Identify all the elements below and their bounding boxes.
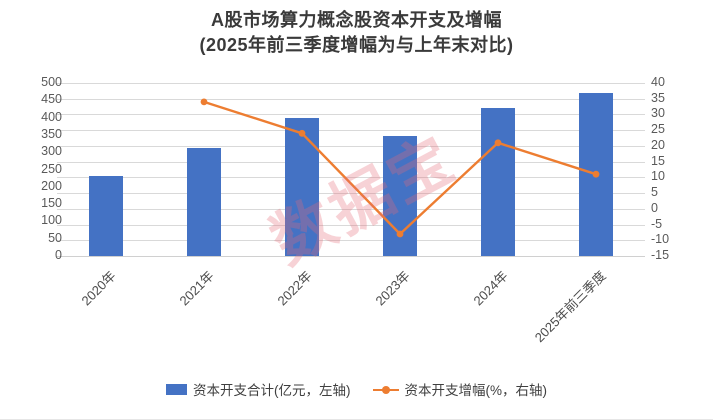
- bar: [481, 107, 515, 256]
- line-marker: [592, 170, 600, 178]
- y-axis-right-tick: 40: [651, 75, 665, 89]
- legend-label-growth: 资本开支增幅(%，右轴): [404, 383, 548, 398]
- gridline: [57, 130, 645, 132]
- y-axis-left-tick: 100: [41, 213, 62, 228]
- y-axis-left-tick: 200: [41, 178, 62, 193]
- line-swatch-icon: [372, 384, 399, 395]
- line-series: [200, 98, 600, 238]
- y-axis-right-tick: -15: [651, 248, 670, 262]
- chart-legend: 资本开支合计(亿元，左轴) 资本开支增幅(%，右轴): [0, 379, 713, 399]
- gridline: [57, 145, 645, 147]
- line-marker: [298, 129, 306, 137]
- y-axis-left-tick: 250: [41, 161, 62, 176]
- gridline: [57, 208, 645, 210]
- bar-swatch-icon: [166, 383, 187, 395]
- y-axis-right-tick: 0: [651, 200, 658, 215]
- gridline: [57, 114, 645, 116]
- bar: [285, 117, 319, 256]
- gridline: [57, 193, 645, 195]
- chart-title-subtitle: (2025年前三季度增幅为与上年末对比): [199, 35, 514, 55]
- trend-line: [202, 100, 598, 236]
- y-axis-left-tick: 150: [41, 196, 62, 211]
- legend-label-capex: 资本开支合计(亿元，左轴): [193, 383, 351, 398]
- gridline: [57, 98, 645, 100]
- gridline: [57, 256, 645, 257]
- chart-title-main: A股市场算力概念股资本开支及增幅: [211, 10, 502, 30]
- line-marker: [494, 139, 502, 147]
- legend-item-capex[interactable]: 资本开支合计(亿元，左轴): [166, 379, 351, 399]
- line-marker: [396, 230, 404, 238]
- y-axis-right-tick: 25: [651, 122, 665, 137]
- y-axis-right-tick: -10: [651, 232, 670, 247]
- legend-item-growth[interactable]: 资本开支增幅(%，右轴): [372, 379, 548, 399]
- y-axis-right-tick: 35: [651, 90, 665, 105]
- line-marker: [200, 98, 208, 106]
- gridline: [57, 177, 645, 179]
- gridline: [57, 161, 645, 163]
- x-axis-labels: 2020年 2021年 2022年 2023年 2024年 2025年前三季度: [57, 258, 645, 368]
- y-axis-right-tick: 5: [651, 185, 658, 200]
- y-axis-left-tick: 450: [41, 92, 62, 107]
- y-axis-right-tick: 30: [651, 106, 665, 121]
- bar: [89, 175, 123, 256]
- y-axis-left-tick: 300: [41, 144, 62, 159]
- chart-title: A股市场算力概念股资本开支及增幅 (2025年前三季度增幅为与上年末对比): [0, 8, 713, 58]
- y-axis-left-tick: 400: [41, 109, 62, 124]
- gridline: [57, 224, 645, 226]
- y-axis-right-tick: 10: [651, 169, 665, 184]
- y-axis-right-tick: -5: [651, 216, 663, 231]
- y-axis-left-tick: 0: [55, 248, 62, 262]
- bar: [187, 148, 221, 256]
- gridline: [57, 240, 645, 242]
- y-axis-right-tick: 20: [651, 137, 665, 152]
- gridline: [57, 83, 645, 84]
- y-axis-left-tick: 500: [41, 75, 62, 89]
- plot-area: [57, 83, 645, 257]
- y-axis-right-tick: 15: [651, 153, 665, 168]
- y-axis-left-tick: 350: [41, 126, 62, 141]
- y-axis-left-tick: 50: [48, 230, 62, 245]
